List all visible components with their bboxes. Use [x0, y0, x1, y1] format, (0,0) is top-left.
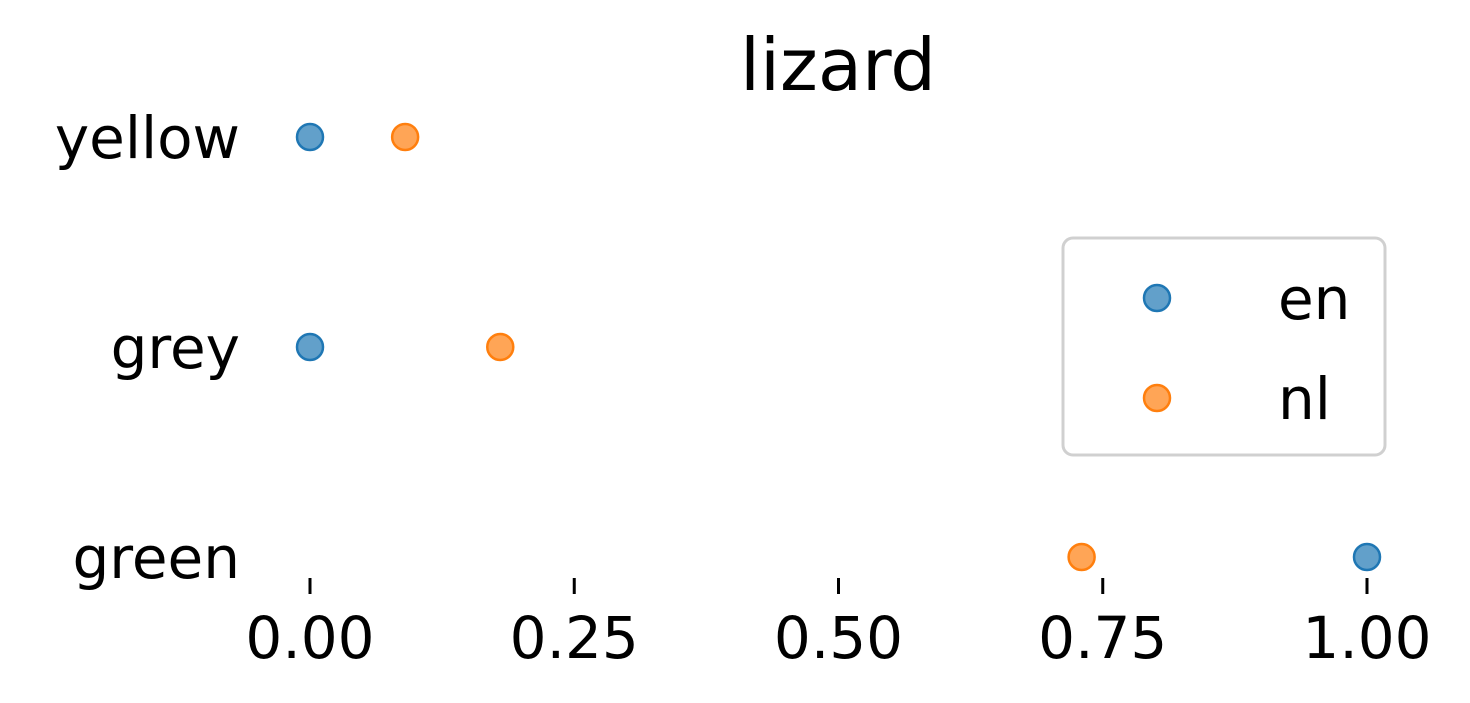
category-label-yellow: yellow [55, 104, 240, 172]
point-nl-green [1067, 542, 1096, 572]
legend: en nl [1061, 236, 1387, 457]
point-nl-grey [486, 332, 515, 362]
x-axis: 0.00 0.25 0.50 0.75 1.00 [245, 578, 1432, 672]
legend-label-nl: nl [1278, 365, 1331, 433]
x-tick-label: 0.75 [1038, 604, 1167, 672]
legend-label-en: en [1278, 265, 1350, 333]
point-nl-yellow [390, 122, 420, 152]
category-labels: yellow grey green [55, 104, 240, 592]
category-label-green: green [72, 524, 240, 592]
x-tick-label: 1.00 [1302, 604, 1431, 672]
point-en-green [1352, 542, 1382, 572]
x-tick-label: 0.25 [510, 604, 639, 672]
legend-marker-en [1142, 283, 1172, 313]
category-label-grey: grey [111, 314, 240, 382]
x-tick-label: 0.50 [774, 604, 903, 672]
x-tick-label: 0.00 [245, 604, 374, 672]
data-points [295, 122, 1382, 572]
chart-title: lizard [740, 23, 936, 107]
legend-marker-nl [1142, 383, 1172, 413]
point-en-yellow [295, 122, 325, 152]
point-en-grey [295, 332, 325, 362]
